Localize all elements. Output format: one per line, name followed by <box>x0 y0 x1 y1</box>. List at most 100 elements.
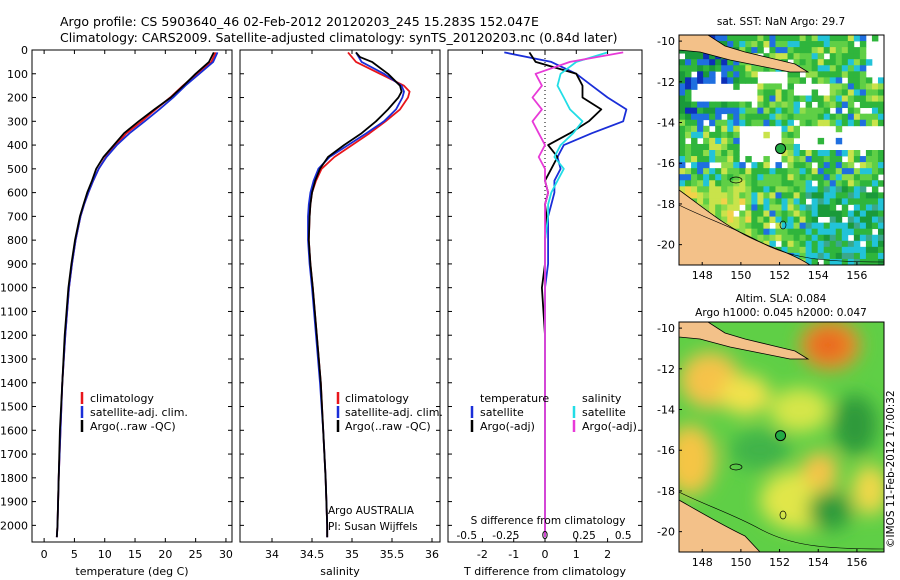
sst-pixel <box>691 150 698 157</box>
sst-pixel <box>727 204 734 211</box>
sst-pixel <box>871 89 879 96</box>
sst-pixel <box>757 65 764 72</box>
temperature-legend: climatology satellite-adj. clim. Argo(..… <box>80 392 188 433</box>
sst-pixel <box>685 192 692 199</box>
sst-pixel <box>817 252 825 260</box>
sst-pixel <box>757 228 764 236</box>
sst-pixel <box>757 192 764 199</box>
sst-pixel <box>787 95 794 102</box>
sst-pixel <box>739 222 746 230</box>
sst-pixel <box>757 204 764 211</box>
sst-pixel <box>685 71 692 78</box>
sst-pixel <box>691 53 698 60</box>
sst-pixel <box>847 156 855 163</box>
sst-pixel <box>829 198 837 205</box>
t-difference-xlabel: T difference from climatology <box>463 565 626 578</box>
sst-pixel <box>835 228 843 236</box>
sst-pixel <box>847 246 855 254</box>
sst-pixel <box>769 119 776 127</box>
sst-pixel <box>763 210 770 217</box>
sst-pixel <box>709 180 716 187</box>
sst-pixel <box>679 131 686 139</box>
sst-pixel <box>763 119 770 127</box>
sst-pixel <box>805 216 813 224</box>
sst-map-title: sat. SST: NaN Argo: 29.7 <box>717 16 845 28</box>
sst-pixel <box>859 119 867 127</box>
sst-pixel <box>703 125 710 133</box>
sst-pixel <box>787 143 794 151</box>
sst-pixel <box>745 119 752 127</box>
depth-tick-label: 0 <box>21 44 28 57</box>
sst-pixel <box>751 204 758 211</box>
sst-pixel <box>775 95 782 102</box>
sst-pixel <box>817 35 825 42</box>
sst-pixel <box>691 143 698 151</box>
sst-pixel <box>811 186 819 193</box>
sst-pixel <box>769 180 776 187</box>
sst-pixel <box>751 41 758 48</box>
sst-pixel <box>727 180 734 187</box>
sst-pixel <box>871 83 879 90</box>
sst-pixel <box>691 83 698 90</box>
legend-temperature-heading: temperature <box>480 392 549 405</box>
sst-pixel <box>781 204 788 211</box>
sst-pixel <box>847 35 855 42</box>
sst-pixel <box>799 59 807 66</box>
x-tick-label: -2 <box>477 548 488 561</box>
sst-pixel <box>841 180 849 187</box>
sst-pixel <box>799 162 807 169</box>
sst-pixel <box>793 125 800 133</box>
sst-pixel <box>721 119 728 127</box>
sst-pixel <box>793 234 800 242</box>
sst-pixel <box>793 113 800 121</box>
sst-pixel <box>709 168 716 175</box>
sst-pixel <box>787 150 794 157</box>
sst-pixel <box>817 168 825 175</box>
sst-pixel <box>715 186 722 193</box>
sst-pixel <box>853 71 861 78</box>
sst-pixel <box>793 107 800 115</box>
sst-pixel <box>727 150 734 157</box>
sst-pixel <box>811 77 819 84</box>
sst-pixel <box>823 47 831 54</box>
sst-pixel <box>691 180 698 187</box>
sst-pixel <box>727 156 734 163</box>
sst-pixel <box>685 77 692 84</box>
sst-pixel <box>733 192 740 199</box>
sst-pixel <box>871 216 879 224</box>
sst-pixel <box>697 162 704 169</box>
sst-pixel <box>787 119 794 127</box>
sst-pixel <box>859 65 867 72</box>
depth-tick-label: 900 <box>7 258 28 271</box>
sst-pixel <box>859 53 867 60</box>
sst-pixel <box>829 252 837 260</box>
sst-pixel <box>679 59 686 66</box>
sst-pixel <box>817 137 825 145</box>
difference-series <box>504 51 628 538</box>
sst-pixel <box>703 107 710 115</box>
sst-pixel <box>709 65 716 72</box>
sst-pixel <box>739 113 746 121</box>
sst-pixel <box>823 234 831 242</box>
sst-pixel <box>871 204 879 211</box>
sst-pixel <box>847 53 855 60</box>
sst-pixel <box>739 101 746 109</box>
sst-pixel <box>685 89 692 96</box>
sst-pixel <box>763 101 770 109</box>
sst-pixel <box>805 65 813 72</box>
sst-pixel <box>751 162 758 169</box>
sst-pixel <box>871 168 879 175</box>
sst-pixel <box>823 71 831 78</box>
sst-pixel <box>823 174 831 181</box>
sst-pixel <box>865 198 873 205</box>
sst-pixel <box>853 35 861 42</box>
x-tick-label: 15 <box>128 548 142 561</box>
sst-pixel <box>841 174 849 181</box>
sst-pixel <box>793 186 800 193</box>
sst-pixel <box>763 186 770 193</box>
sst-pixel <box>835 168 843 175</box>
sst-pixel <box>715 65 722 72</box>
sst-pixel <box>745 41 752 48</box>
sst-pixel <box>757 198 764 205</box>
sst-pixel <box>859 252 867 260</box>
